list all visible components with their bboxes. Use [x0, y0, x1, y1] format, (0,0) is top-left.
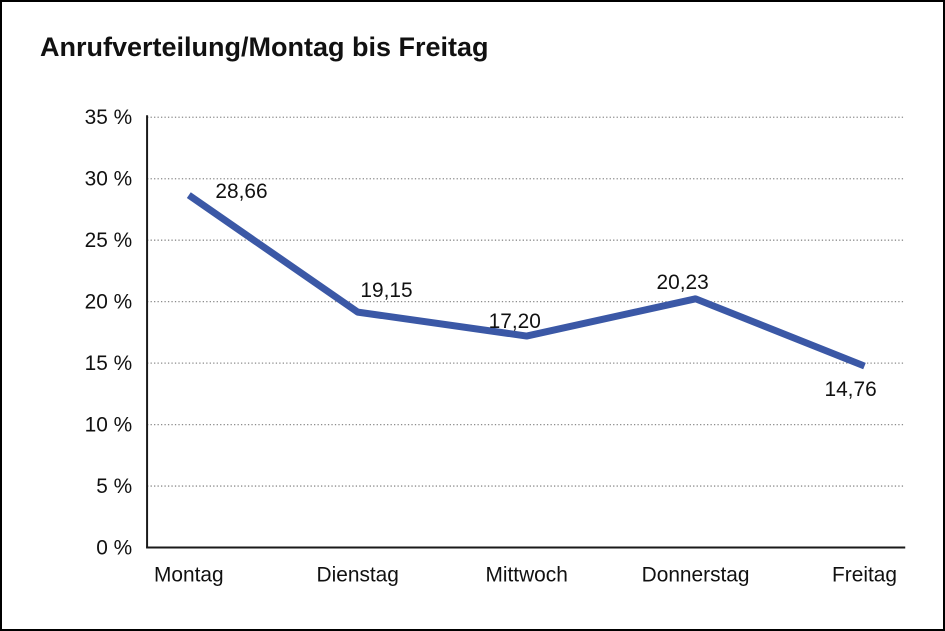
x-axis-category-label: Freitag: [832, 563, 897, 586]
y-axis-tick-label: 35 %: [85, 106, 133, 129]
x-axis-category-label: Donnerstag: [642, 563, 750, 586]
y-axis-tick-label: 30 %: [85, 168, 133, 191]
x-axis-category-label: Dienstag: [317, 563, 399, 586]
x-axis-category-label: Mittwoch: [486, 563, 568, 586]
data-line: [186, 192, 866, 370]
y-axis-tick-label: 5 %: [96, 475, 132, 498]
y-axis-tick-label: 10 %: [85, 414, 133, 437]
data-point-label: 20,23: [657, 271, 709, 294]
data-point-label: 28,66: [215, 180, 267, 203]
y-axis-tick-label: 20 %: [85, 291, 133, 314]
data-point-label: 19,15: [360, 279, 412, 302]
y-axis-tick-label: 15 %: [85, 352, 133, 375]
x-axis-category-label: Montag: [154, 563, 224, 586]
data-point-label: 14,76: [824, 378, 876, 401]
y-axis-tick-label: 0 %: [96, 536, 132, 559]
chart-title: Anrufverteilung/Montag bis Freitag: [40, 32, 489, 62]
y-axis-tick-label: 25 %: [85, 229, 133, 252]
data-point-label: 17,20: [489, 310, 541, 333]
